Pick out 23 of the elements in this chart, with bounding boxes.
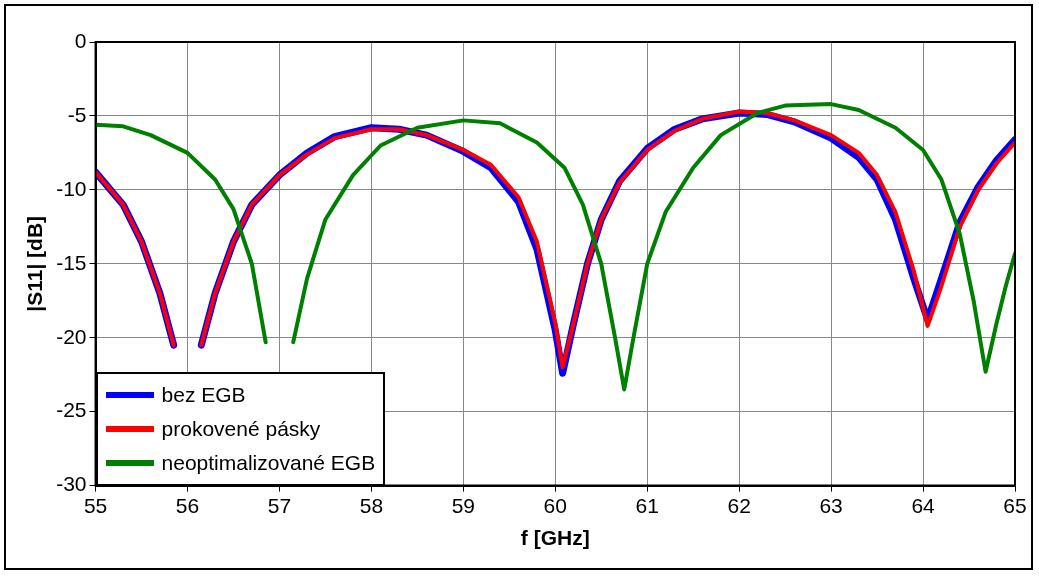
x-tick-label: 63 [819,494,843,517]
y-tick-label: -5 [67,102,87,126]
x-tick-label: 64 [911,494,936,517]
y-axis-title: |S11| [dB] [23,215,47,312]
x-tick-label: 59 [451,494,476,517]
x-tick-label: 65 [1003,494,1027,517]
y-tick-label: 0 [74,28,87,52]
legend-label: bez EGB [161,381,246,408]
y-tick-label: -25 [56,398,87,422]
y-tick-label: -20 [56,324,87,348]
y-tick-label: -30 [56,472,87,496]
y-tick-label: -15 [56,250,87,274]
x-tick-label: 61 [635,494,659,517]
x-tick-label: 58 [359,494,384,517]
x-axis-title: f [GHz] [520,526,590,550]
x-tick-label: 56 [175,494,200,517]
x-tick-label: 55 [83,494,108,517]
x-tick-label: 57 [267,494,292,517]
legend-label: prokovené pásky [161,415,321,442]
x-tick-label: 60 [543,494,567,517]
x-tick-label: 62 [727,494,751,517]
legend-label: neoptimalizované EGB [161,449,376,476]
y-tick-label: -10 [56,176,87,200]
